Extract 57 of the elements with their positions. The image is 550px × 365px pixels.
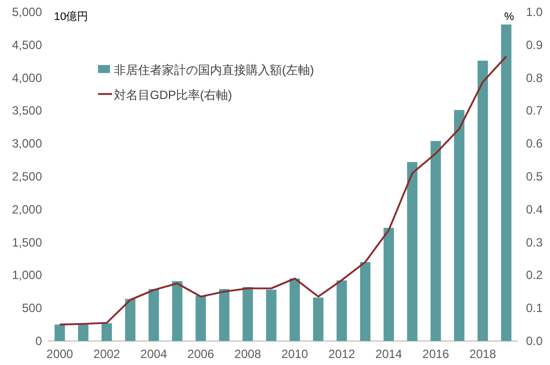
bar	[102, 323, 112, 341]
y2-axis-title: %	[504, 11, 514, 23]
legend-label: 非居住者家計の国内直接購入額(左軸)	[114, 63, 314, 77]
bar	[148, 289, 159, 341]
bar	[454, 110, 464, 341]
y-tick-label: 2,500	[12, 170, 42, 184]
bar	[478, 60, 488, 341]
y2-tick-label: 0.2	[526, 268, 544, 282]
bar	[407, 162, 418, 341]
x-tick-label: 2018	[469, 347, 496, 361]
bar	[242, 287, 253, 341]
x-tick-label: 2008	[234, 347, 262, 361]
y2-tick-label: 0.7	[526, 104, 544, 118]
y2-tick-label: 0.6	[526, 136, 544, 151]
bar	[336, 280, 347, 341]
y-tick-label: 3,500	[12, 104, 42, 118]
y-tick-label: 2,000	[12, 202, 42, 216]
y2-tick-label: 0.1	[526, 301, 544, 316]
y-tick-label: 4,500	[12, 38, 42, 52]
bar	[172, 281, 182, 341]
y-tick-label: 500	[22, 301, 42, 316]
x-tick-label: 2016	[422, 347, 450, 361]
x-tick-label: 2000	[46, 347, 74, 361]
y-tick-label: 4,000	[12, 70, 42, 85]
y2-tick-label: 0.4	[526, 202, 544, 216]
bar	[501, 24, 512, 341]
bar	[313, 298, 324, 341]
bar	[196, 296, 206, 341]
bar	[219, 289, 230, 341]
y-tick-label: 3,000	[12, 136, 42, 151]
y2-tick-label: 0.3	[526, 235, 544, 250]
x-tick-label: 2006	[187, 347, 214, 361]
bar	[266, 290, 276, 341]
y-tick-label: 1,500	[12, 235, 42, 250]
bar	[78, 324, 88, 341]
bar	[384, 228, 394, 341]
y2-tick-label: 0.9	[526, 38, 544, 52]
x-tick-label: 2010	[281, 347, 308, 361]
y2-tick-label: 0.5	[526, 170, 544, 184]
y2-tick-label: 1.0	[526, 5, 544, 19]
bar	[290, 278, 300, 341]
x-tick-label: 2014	[375, 347, 402, 361]
x-tick-label: 2002	[93, 347, 120, 361]
y2-tick-label: 0.0	[526, 334, 544, 348]
legend-label: 対名目GDP比率(右軸)	[114, 88, 232, 102]
y-tick-label: 1,000	[12, 268, 42, 282]
bar	[430, 140, 441, 341]
x-tick-label: 2012	[328, 347, 356, 361]
bar	[54, 324, 65, 341]
y-tick-label: 5,000	[12, 5, 42, 19]
bar	[360, 262, 370, 341]
y2-tick-label: 0.8	[526, 70, 544, 85]
x-tick-label: 2004	[140, 347, 168, 361]
line-series	[58, 56, 508, 326]
y-tick-label: 0	[35, 334, 42, 348]
y-axis-title: 10億円	[54, 10, 88, 23]
bar	[125, 298, 136, 341]
